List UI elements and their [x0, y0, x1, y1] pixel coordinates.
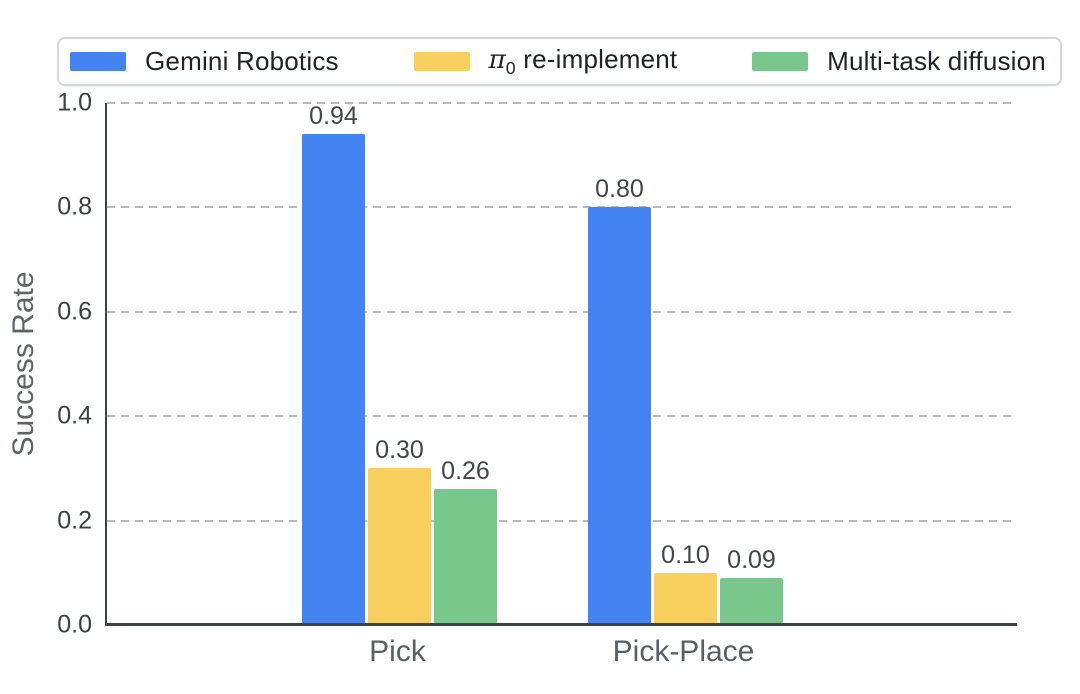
legend-item-pi0-reimplement: π0 re-implement [413, 44, 678, 79]
legend-item-gemini-robotics: Gemini Robotics [70, 46, 339, 77]
bar-value-label: 0.09 [727, 546, 776, 575]
legend-label-gemini-robotics: Gemini Robotics [145, 46, 339, 76]
bar-group-pick: 0.94 0.30 0.26 [302, 103, 497, 625]
bar-value-label: 0.30 [375, 436, 424, 465]
pi-subscript: 0 [505, 58, 516, 79]
x-axis-line [105, 623, 1017, 626]
gridline-0.6 [107, 310, 1017, 313]
x-tick-label-pick: Pick [369, 635, 426, 668]
y-tick-label: 1.0 [57, 88, 92, 117]
bar-value-label: 0.26 [441, 457, 490, 486]
bar-pick-place-series-2: 0.09 [720, 548, 783, 625]
bar-pick-place-series-0: 0.80 [588, 177, 651, 625]
legend-swatch-multi-task-diffusion [752, 52, 809, 71]
gridline-0.2 [107, 519, 1017, 522]
x-tick-label-pick-place: Pick-Place [612, 635, 755, 668]
y-tick-label: 0.2 [57, 506, 92, 535]
bar-value-label: 0.80 [595, 175, 644, 204]
bar-pick-series-0: 0.94 [302, 104, 365, 625]
gridline-0.4 [107, 415, 1017, 418]
y-tick-labels: 0.0 0.2 0.4 0.6 0.8 1.0 [0, 90, 92, 637]
bar-pick-series-1: 0.30 [368, 438, 431, 625]
gridline-0.8 [107, 206, 1017, 209]
pi-symbol: π [488, 44, 506, 75]
y-tick-label: 0.8 [57, 192, 92, 221]
y-tick-label: 0.0 [57, 610, 92, 639]
bar-pick-place-series-1: 0.10 [654, 542, 717, 625]
legend-swatch-pi0-reimplement [413, 52, 470, 71]
bar-group-pick-place: 0.80 0.10 0.09 [588, 103, 783, 625]
legend-label-pi0-reimplement: π0 re-implement [489, 44, 678, 79]
legend-item-multi-task-diffusion: Multi-task diffusion [752, 46, 1046, 77]
plot-area: 0.94 0.30 0.26 0.80 0.10 0.09 [105, 102, 1017, 626]
y-tick-label: 0.4 [57, 401, 92, 430]
gridline-1 [107, 102, 1017, 104]
y-tick-label: 0.6 [57, 297, 92, 326]
legend-swatch-gemini-robotics [70, 52, 126, 71]
x-tick-labels: Pick Pick-Place [105, 637, 1017, 677]
legend: Gemini Robotics π0 re-implement Multi-ta… [57, 37, 1062, 86]
bar-pick-series-2: 0.26 [434, 459, 497, 625]
legend-label-multi-task-diffusion: Multi-task diffusion [827, 46, 1046, 76]
bar-value-label: 0.94 [309, 102, 358, 131]
bar-value-label: 0.10 [661, 540, 710, 569]
legend-label-rest: re-implement [515, 43, 678, 74]
